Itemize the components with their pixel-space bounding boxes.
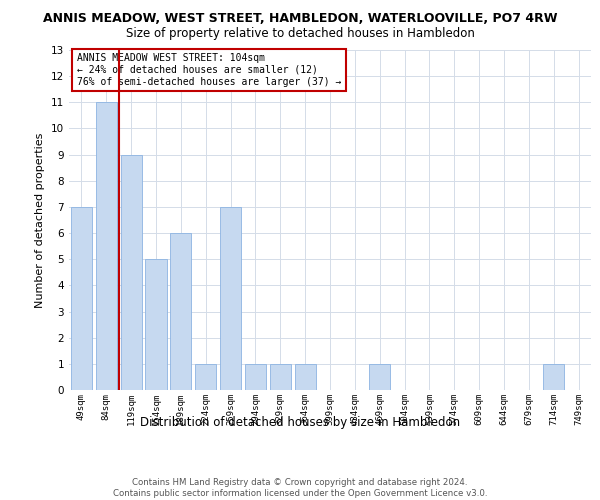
Bar [96,102,117,390]
Bar [121,154,142,390]
Text: ANNIS MEADOW WEST STREET: 104sqm
← 24% of detached houses are smaller (12)
76% o: ANNIS MEADOW WEST STREET: 104sqm ← 24% o… [77,54,341,86]
Bar [270,364,291,390]
Bar [295,364,316,390]
Bar [245,364,266,390]
Text: ANNIS MEADOW, WEST STREET, HAMBLEDON, WATERLOOVILLE, PO7 4RW: ANNIS MEADOW, WEST STREET, HAMBLEDON, WA… [43,12,557,26]
Bar [71,207,92,390]
Text: Size of property relative to detached houses in Hambledon: Size of property relative to detached ho… [125,28,475,40]
Bar [543,364,564,390]
Bar [195,364,216,390]
Bar [170,233,191,390]
Text: Contains HM Land Registry data © Crown copyright and database right 2024.
Contai: Contains HM Land Registry data © Crown c… [113,478,487,498]
Bar [145,259,167,390]
Bar [369,364,390,390]
Bar [220,207,241,390]
Y-axis label: Number of detached properties: Number of detached properties [35,132,46,308]
Text: Distribution of detached houses by size in Hambledon: Distribution of detached houses by size … [140,416,460,429]
